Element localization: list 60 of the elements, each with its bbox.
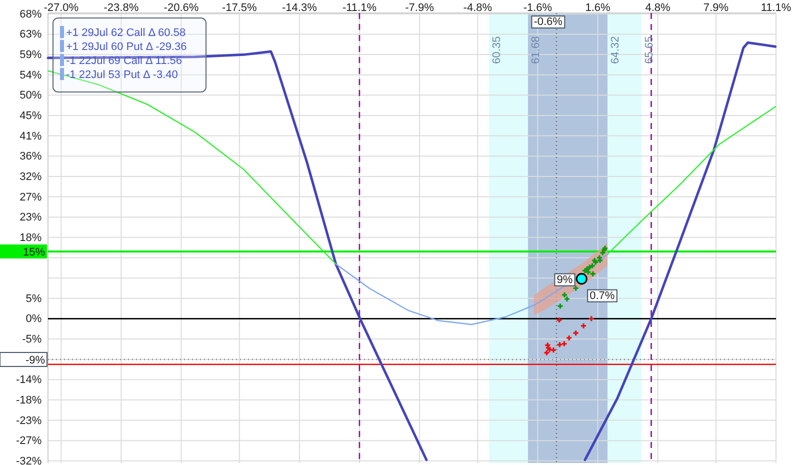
point — [544, 350, 550, 356]
x-tick-label: -7.9% — [405, 2, 434, 14]
y-tick-label: 41% — [20, 130, 42, 142]
point — [590, 271, 596, 276]
ref-line-label: 15% — [22, 246, 46, 258]
y-tick-label: 36% — [20, 150, 42, 163]
annotation: 65.65 — [643, 36, 656, 64]
point — [550, 348, 556, 353]
point — [558, 304, 563, 309]
y-tick-label: 0% — [26, 313, 42, 326]
x-tick-label: 4.8% — [645, 2, 671, 14]
y-tick-label: 54% — [20, 69, 42, 82]
y-tick-label: -18% — [16, 394, 42, 406]
point — [576, 273, 588, 285]
x-tick-label: -27.0% — [44, 2, 79, 14]
annotation: 0.7% — [590, 290, 615, 302]
y-tick-label: -23% — [16, 414, 42, 427]
annotation: 9% — [556, 274, 573, 286]
y-tick-label: 45% — [20, 110, 42, 122]
y-tick-label: 59% — [20, 49, 42, 62]
y-tick-label: -14% — [16, 374, 42, 386]
point — [562, 292, 568, 298]
annotation: 60.35 — [491, 36, 504, 64]
x-tick-label: -4.8% — [463, 2, 492, 14]
x-tick-label: -23.8% — [104, 2, 139, 14]
ref-line-label: -0.6% — [534, 16, 563, 28]
y-tick-label: 5% — [26, 292, 42, 305]
y-tick-label: 32% — [20, 170, 42, 183]
ref-line-label: -9% — [25, 354, 46, 366]
point — [580, 323, 586, 328]
y-tick-label: 27% — [20, 191, 42, 204]
point — [600, 250, 606, 256]
x-tick-label: 1.6% — [585, 2, 611, 14]
annotation: 61.68 — [530, 36, 542, 64]
point — [556, 318, 562, 323]
point — [566, 335, 572, 340]
point — [557, 342, 562, 348]
x-tick-label: -11.1% — [342, 2, 377, 14]
annotation: 64.32 — [610, 36, 622, 64]
y-tick-label: 50% — [20, 90, 42, 102]
point — [586, 270, 591, 275]
y-tick-label: -5% — [22, 334, 42, 346]
point — [588, 316, 594, 322]
y-tick-label: -32% — [16, 455, 42, 465]
point — [573, 330, 578, 336]
annotation: +1 29Jul 62 Call Δ 60.58 — [66, 27, 186, 39]
y-tick-label: 63% — [20, 28, 42, 41]
y-tick-label: -27% — [16, 435, 42, 448]
y-tick-label: 68% — [20, 8, 42, 20]
x-tick-label: -20.6% — [164, 2, 199, 14]
x-tick-label: -14.3% — [282, 2, 318, 14]
y-tick-label: 18% — [20, 232, 42, 244]
x-tick-label: 11.1% — [760, 2, 792, 14]
y-tick-label: 23% — [20, 212, 42, 224]
x-tick-label: 7.9% — [703, 2, 729, 14]
x-tick-label: -1.6% — [523, 2, 552, 14]
point — [582, 268, 588, 274]
point — [564, 296, 570, 302]
annotation: +1 29Jul 60 Put Δ -29.36 — [66, 41, 187, 53]
x-tick-label: -17.5% — [222, 2, 258, 14]
